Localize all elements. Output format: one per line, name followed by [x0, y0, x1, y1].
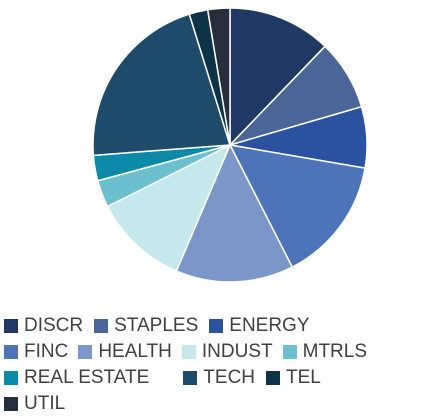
- pie-slice-indust: [106, 144, 231, 272]
- legend-item-util: UTIL: [4, 391, 65, 417]
- legend-label-finc: FINC: [24, 341, 69, 362]
- pie-slice-util: [206, 7, 231, 146]
- legend: DISCR STAPLES ENERGY FINC HEALTH IN: [4, 313, 431, 417]
- legend-label-tech: TECH: [203, 367, 256, 388]
- legend-swatch-tel: [266, 371, 281, 385]
- legend-label-indust: INDUST: [201, 341, 273, 362]
- legend-swatch-util: [4, 397, 18, 411]
- legend-label-tel: TEL: [286, 367, 321, 388]
- legend-item-real-estate: REAL ESTATE: [4, 365, 149, 391]
- legend-swatch-tech: [183, 371, 198, 385]
- legend-item-tech: TECH: [183, 365, 255, 391]
- legend-item-health: HEALTH: [78, 339, 172, 365]
- legend-label-discr: DISCR: [24, 315, 84, 336]
- legend-swatch-mtrls: [282, 345, 297, 359]
- legend-swatch-finc: [4, 345, 18, 359]
- legend-item-mtrls: MTRLS: [282, 339, 368, 365]
- legend-label-energy: ENERGY: [229, 315, 310, 336]
- legend-label-real-estate: REAL ESTATE: [24, 367, 150, 388]
- pie-slice-tech: [92, 13, 231, 157]
- legend-swatch-discr: [4, 319, 18, 333]
- pie-slice-discr: [229, 7, 326, 146]
- legend-swatch-indust: [181, 345, 196, 359]
- legend-item-staples: STAPLES: [94, 313, 198, 339]
- legend-label-mtrls: MTRLS: [302, 341, 368, 362]
- legend-swatch-real-estate: [4, 371, 18, 385]
- legend-swatch-health: [78, 345, 93, 359]
- legend-label-health: HEALTH: [98, 341, 172, 362]
- legend-item-indust: INDUST: [181, 339, 273, 365]
- legend-item-discr: DISCR: [4, 313, 83, 339]
- legend-row: REAL ESTATE TECH TEL: [4, 365, 431, 391]
- pie-slice-health: [175, 144, 293, 283]
- legend-item-tel: TEL: [266, 365, 321, 391]
- pie-slice-finc: [229, 144, 366, 268]
- legend-label-util: UTIL: [24, 393, 66, 414]
- legend-row: FINC HEALTH INDUST MTRLS: [4, 339, 431, 365]
- legend-swatch-energy: [209, 319, 224, 333]
- legend-label-staples: STAPLES: [114, 315, 199, 336]
- legend-row: UTIL: [4, 391, 431, 417]
- legend-swatch-staples: [94, 319, 109, 333]
- legend-row: DISCR STAPLES ENERGY: [4, 313, 431, 339]
- pie-chart-svg: [92, 7, 368, 283]
- legend-item-finc: FINC: [4, 339, 68, 365]
- legend-item-energy: ENERGY: [209, 313, 310, 339]
